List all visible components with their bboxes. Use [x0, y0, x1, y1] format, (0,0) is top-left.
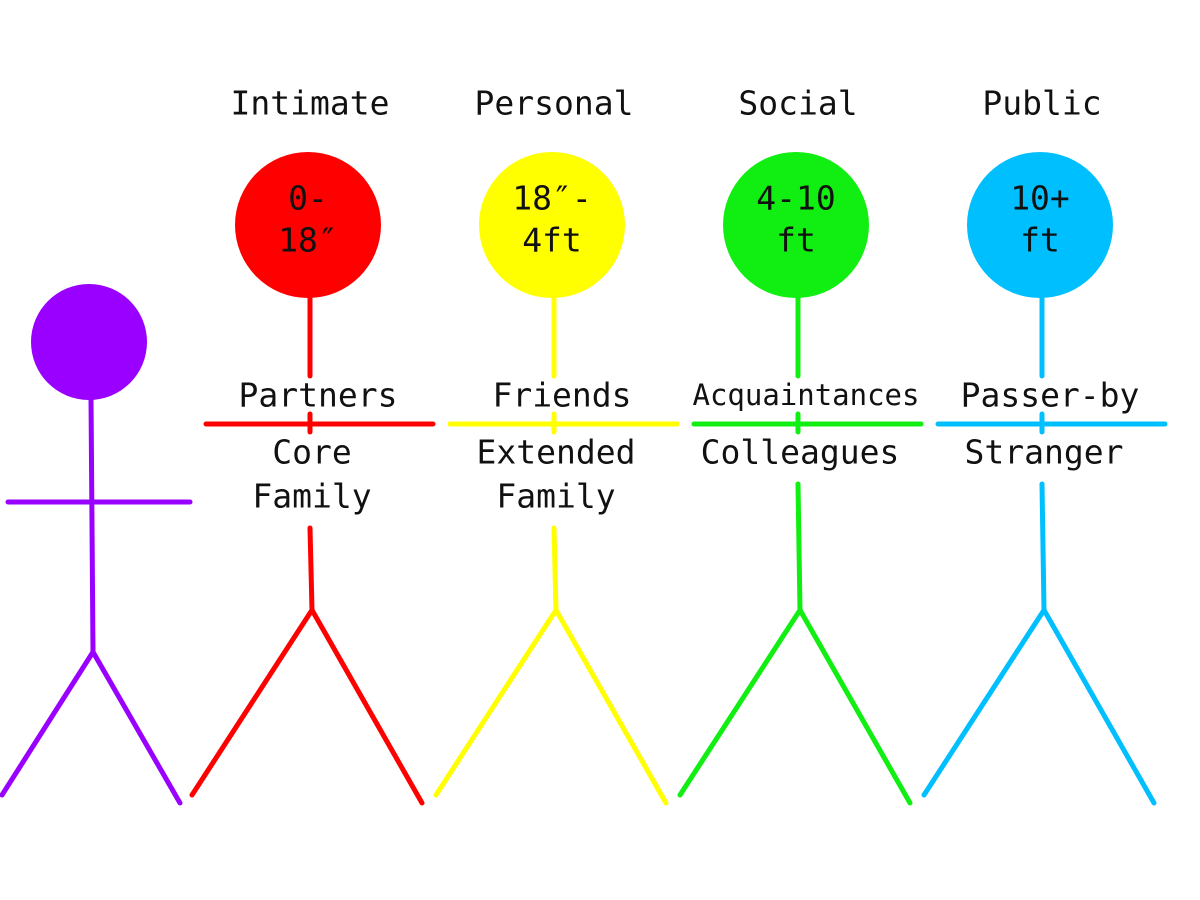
- zone-legs: [921, 605, 1157, 806]
- zone-name: Intimate: [231, 84, 390, 123]
- self-head: [31, 284, 147, 400]
- zone-body: [551, 525, 559, 613]
- zone-upper-label: Passer-by: [961, 376, 1140, 415]
- zone-upper-label: Partners: [239, 376, 398, 415]
- zone-name: Personal: [475, 84, 634, 123]
- zone-body: [1039, 481, 1047, 613]
- zone-distance: 18″: [278, 221, 338, 260]
- zone-lower-label: Family: [252, 477, 371, 516]
- self-body: [88, 395, 96, 655]
- self-legs: [0, 647, 183, 806]
- zone-head: [967, 152, 1113, 298]
- zone-upper-label: Friends: [492, 376, 631, 415]
- zone-body: [795, 481, 803, 613]
- zone-distance: 4-10: [756, 179, 835, 218]
- zone-lower-label: Family: [496, 477, 615, 516]
- zone-head: [235, 152, 381, 298]
- zone-head: [479, 152, 625, 298]
- zone-distance: 18″-: [512, 179, 591, 218]
- zone-legs: [189, 605, 425, 806]
- zone-lower-label: Stranger: [965, 433, 1124, 472]
- zone-distance: 10+: [1010, 179, 1070, 218]
- zone-distance: ft: [776, 221, 816, 260]
- zone-lower-label: Core: [272, 433, 351, 472]
- zone-distance: 0-: [288, 179, 328, 218]
- zone-upper-label: Acquaintances: [693, 378, 920, 412]
- zone-name: Public: [982, 84, 1101, 123]
- zone-legs: [433, 605, 669, 806]
- zone-distance: ft: [1020, 221, 1060, 260]
- zone-head: [723, 152, 869, 298]
- zone-lower-label: Colleagues: [701, 433, 900, 472]
- zone-body: [307, 525, 315, 613]
- zone-distance: 4ft: [522, 221, 582, 260]
- zone-lower-label: Extended: [477, 433, 636, 472]
- zone-legs: [677, 605, 913, 806]
- zone-name: Social: [738, 84, 857, 123]
